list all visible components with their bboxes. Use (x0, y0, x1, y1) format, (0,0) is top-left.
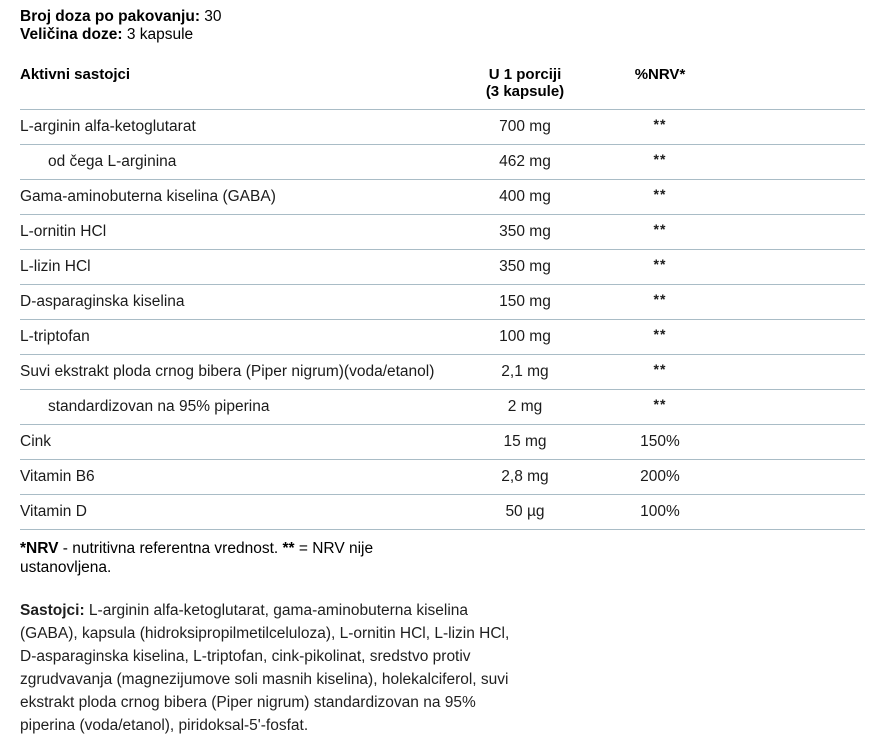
nrv-footnote-definition: - nutritivna referentna vrednost. (58, 540, 283, 557)
serving-size-value: 3 kapsule (126, 26, 194, 43)
ingredient-name: Vitamin D (20, 503, 87, 520)
ingredient-name: D-asparaginska kiselina (20, 293, 185, 310)
ingredient-amount: 462 mg (499, 153, 551, 170)
nrv-footnote-label: *NRV (20, 540, 59, 557)
table-row: Suvi ekstrakt ploda crnog bibera (Piper … (20, 355, 865, 390)
ingredient-name: standardizovan na 95% piperina (48, 398, 270, 415)
ingredients-label: Sastojci: (20, 602, 85, 619)
serving-info: Broj doza po pakovanju: 30 Veličina doze… (20, 8, 865, 44)
nrv-footnote-not-established: = NRV nije ustanovljena. (20, 540, 374, 576)
ingredient-nrv: ** (653, 291, 667, 307)
ingredient-nrv: ** (653, 396, 667, 412)
table-row: L-arginin alfa-ketoglutarat 700 mg ** (20, 110, 865, 145)
ingredient-nrv: ** (653, 361, 667, 377)
ingredient-table: L-arginin alfa-ketoglutarat 700 mg ** od… (20, 110, 865, 530)
ingredient-name: L-ornitin HCl (20, 223, 107, 240)
ingredient-name: od čega L-arginina (48, 153, 177, 170)
ingredient-nrv: ** (653, 116, 667, 132)
ingredient-nrv: ** (653, 151, 667, 167)
ingredient-nrv: ** (653, 186, 667, 202)
ingredient-amount: 700 mg (499, 118, 551, 135)
ingredients-text: L-arginin alfa-ketoglutarat, gama-aminob… (20, 602, 510, 734)
ingredient-name: Gama-aminobuterna kiselina (GABA) (20, 188, 276, 205)
ingredient-amount: 350 mg (499, 258, 551, 275)
ingredients-paragraph: Sastojci: L-arginin alfa-ketoglutarat, g… (20, 599, 520, 737)
ingredient-amount: 400 mg (499, 188, 551, 205)
ingredient-amount: 50 µg (505, 503, 545, 520)
table-row: D-asparaginska kiselina 150 mg ** (20, 285, 865, 320)
table-row: Vitamin D 50 µg 100% (20, 495, 865, 530)
nrv-footnote-asterisks: ** (282, 540, 295, 557)
table-row: L-triptofan 100 mg ** (20, 320, 865, 355)
ingredient-name: Cink (20, 433, 52, 450)
ingredient-name: L-arginin alfa-ketoglutarat (20, 118, 196, 135)
table-header: Aktivni sastojci U 1 porciji (3 kapsule)… (20, 66, 865, 110)
ingredient-amount: 2,1 mg (501, 363, 549, 380)
serving-size-label: Veličina doze: (20, 26, 123, 43)
nrv-footnote: *NRV - nutritivna referentna vrednost. *… (20, 539, 420, 577)
ingredient-nrv: 150% (640, 433, 680, 450)
ingredient-name: Vitamin B6 (20, 468, 95, 485)
column-header-per-serving-line2: (3 kapsule) (485, 83, 565, 100)
column-header-nrv: %NRV* (634, 66, 686, 83)
ingredient-nrv: ** (653, 326, 667, 342)
column-header-per-serving: U 1 porciji (3 kapsule) (455, 66, 595, 100)
column-header-ingredients: Aktivni sastojci (20, 66, 131, 83)
table-row: L-ornitin HCl 350 mg ** (20, 215, 865, 250)
ingredient-amount: 100 mg (499, 328, 551, 345)
ingredient-name: L-lizin HCl (20, 258, 91, 275)
serving-size: Veličina doze: 3 kapsule (20, 26, 865, 44)
table-row: standardizovan na 95% piperina 2 mg ** (20, 390, 865, 425)
ingredient-amount: 15 mg (503, 433, 547, 450)
doses-per-pack: Broj doza po pakovanju: 30 (20, 8, 865, 26)
ingredient-nrv: ** (653, 256, 667, 272)
ingredient-amount: 2,8 mg (501, 468, 549, 485)
table-row: Vitamin B6 2,8 mg 200% (20, 460, 865, 495)
ingredient-nrv: 100% (640, 503, 680, 520)
ingredient-name: Suvi ekstrakt ploda crnog bibera (Piper … (20, 363, 435, 380)
table-row: L-lizin HCl 350 mg ** (20, 250, 865, 285)
ingredient-name: L-triptofan (20, 328, 90, 345)
doses-per-pack-label: Broj doza po pakovanju: (20, 8, 200, 25)
column-header-per-serving-line1: U 1 porciji (488, 66, 562, 83)
ingredient-amount: 350 mg (499, 223, 551, 240)
ingredient-amount: 2 mg (507, 398, 543, 415)
ingredient-nrv: ** (653, 221, 667, 237)
ingredient-nrv: 200% (640, 468, 680, 485)
table-row: od čega L-arginina 462 mg ** (20, 145, 865, 180)
doses-per-pack-value: 30 (204, 8, 222, 25)
ingredient-amount: 150 mg (499, 293, 551, 310)
table-row: Gama-aminobuterna kiselina (GABA) 400 mg… (20, 180, 865, 215)
table-row: Cink 15 mg 150% (20, 425, 865, 460)
